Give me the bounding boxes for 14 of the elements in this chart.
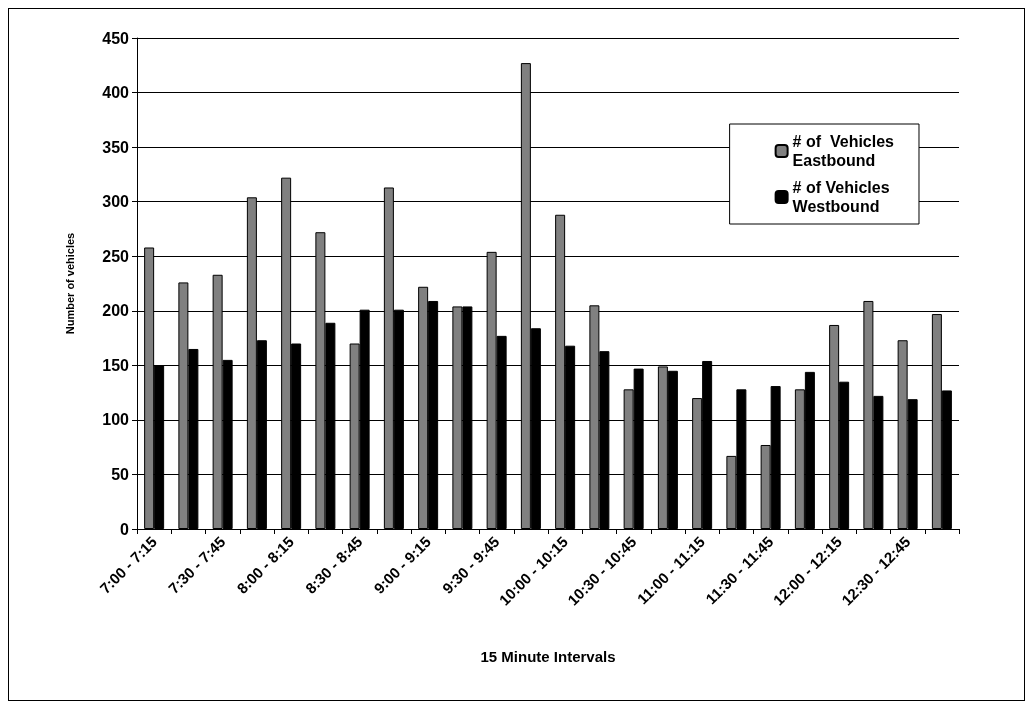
legend-label: # of Vehicles Eastbound xyxy=(792,133,895,169)
y-tick-label: 150 xyxy=(102,356,130,374)
legend-label: # of Vehicles Westbound xyxy=(792,179,890,215)
x-axis-title: 15 Minute Intervals xyxy=(480,648,616,665)
y-tick-label: 250 xyxy=(102,247,130,265)
y-tick-label: 400 xyxy=(102,84,130,102)
y-tick-label: 200 xyxy=(102,302,130,320)
y-axis-title: Number of vehicles xyxy=(63,232,76,335)
y-tick-label: 350 xyxy=(102,138,130,156)
y-tick-label: 300 xyxy=(102,193,130,211)
y-tick-label: 100 xyxy=(102,411,130,429)
y-tick-label: 50 xyxy=(111,465,130,483)
y-tick-label: 450 xyxy=(102,29,130,47)
y-tick-label: 0 xyxy=(120,520,130,538)
